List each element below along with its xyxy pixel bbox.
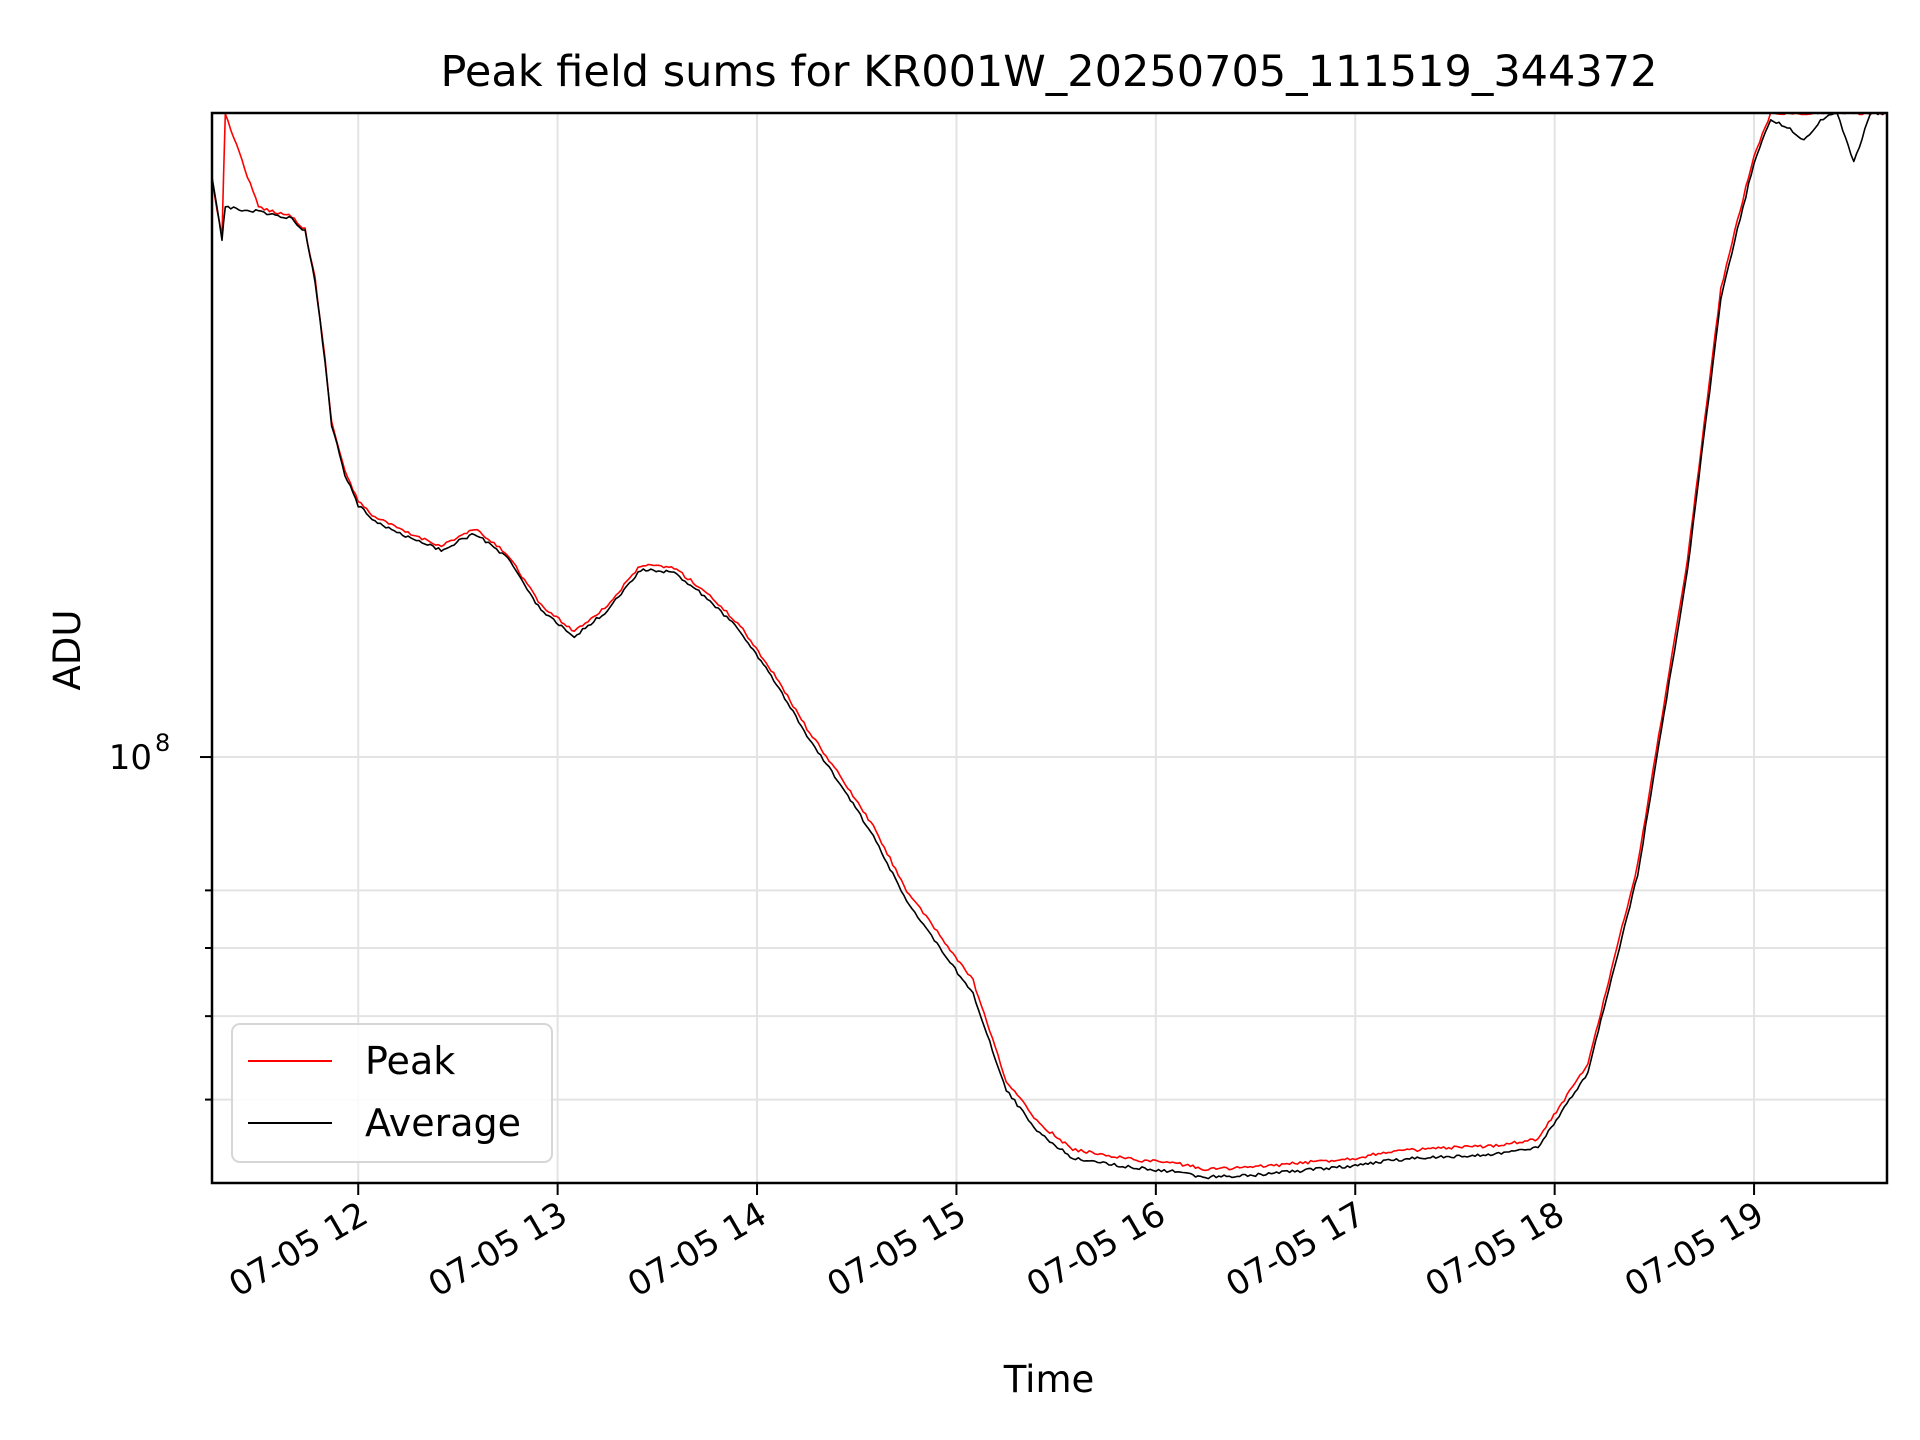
legend-peak-label: Peak: [365, 1039, 455, 1083]
plot-area: [212, 113, 1887, 1180]
legend: Peak Average: [231, 1023, 553, 1163]
chart-title: Peak field sums for KR001W_20250705_1115…: [441, 47, 1658, 97]
plot-frame: [210, 111, 1889, 1185]
series-line-average: [212, 113, 1887, 1180]
legend-box: [231, 1023, 553, 1163]
legend-average-label: Average: [365, 1101, 521, 1145]
y-tick-label-exponent: 8: [155, 729, 170, 757]
x-axis-label: Time: [1003, 1358, 1095, 1401]
y-tick-label: 10: [109, 738, 152, 778]
y-axis-label: ADU: [46, 610, 89, 691]
series-line-peak: [212, 113, 1887, 1172]
